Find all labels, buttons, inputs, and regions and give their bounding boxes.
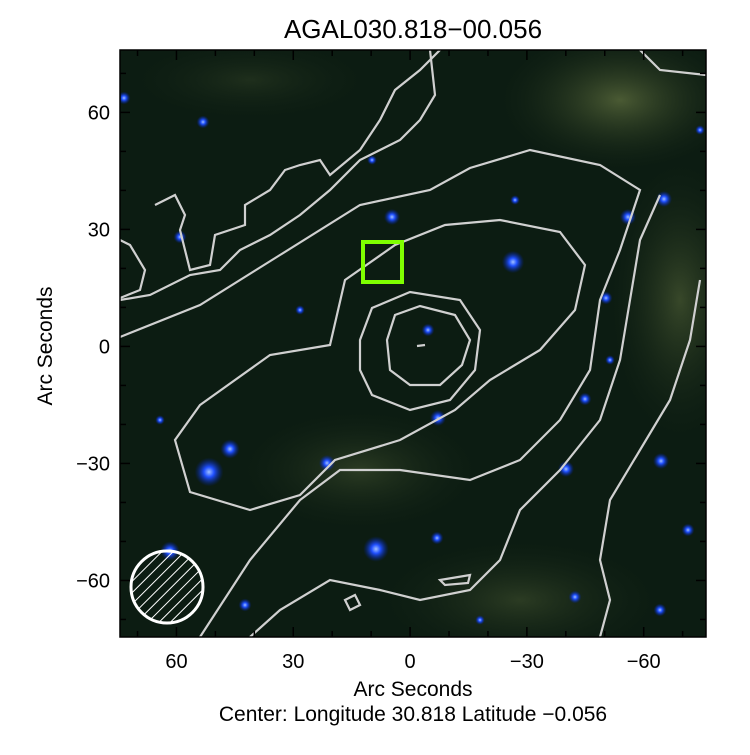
- y-tick-label: −60: [76, 570, 110, 592]
- plot-frame: [119, 49, 707, 638]
- contour-level-5: [416, 343, 426, 348]
- star: [510, 195, 520, 205]
- star: [238, 598, 252, 612]
- x-tick-label: −60: [627, 651, 661, 673]
- star: [155, 415, 165, 425]
- y-tick-label: −30: [76, 453, 110, 475]
- marker-box: [361, 240, 404, 284]
- x-axis-label: Arc Seconds: [353, 678, 472, 701]
- center-coordinates: Center: Longitude 30.818 Latitude −0.056: [219, 703, 607, 726]
- star: [653, 603, 667, 617]
- y-tick-label: 60: [88, 102, 110, 124]
- star: [295, 305, 305, 315]
- contour-level-0c: [639, 50, 706, 77]
- sky-image: [120, 50, 706, 637]
- star: [194, 457, 224, 487]
- star: [578, 392, 592, 406]
- star: [605, 355, 615, 365]
- x-tick-label: 0: [405, 651, 416, 673]
- star: [430, 531, 444, 545]
- chart-title: AGAL030.818−00.056: [284, 14, 542, 44]
- x-tick-label: −30: [510, 651, 544, 673]
- beam-circle: [129, 549, 205, 625]
- contour-level-3: [358, 290, 482, 412]
- star: [558, 461, 574, 477]
- star: [196, 115, 210, 129]
- contour-small: [343, 573, 472, 612]
- star: [653, 453, 669, 469]
- star: [501, 250, 525, 274]
- star: [220, 439, 240, 459]
- x-tick-label: 30: [282, 651, 304, 673]
- contour-level-4: [385, 304, 472, 387]
- contour-level-1c: [598, 279, 702, 637]
- star: [695, 125, 705, 135]
- x-tick-label: 60: [165, 651, 187, 673]
- star: [120, 91, 131, 105]
- contour-level-0b: [120, 50, 441, 300]
- star: [363, 536, 389, 562]
- star: [475, 615, 485, 625]
- y-axis-label: Arc Seconds: [34, 286, 57, 405]
- star: [367, 155, 377, 165]
- star: [568, 590, 582, 604]
- star: [384, 209, 400, 225]
- y-tick-label: 30: [88, 219, 110, 241]
- y-tick-label: 0: [99, 336, 110, 358]
- star: [319, 455, 335, 471]
- contour-level-2: [173, 218, 587, 512]
- contours: [120, 50, 706, 637]
- contour-level-1b: [249, 194, 662, 637]
- star: [681, 523, 695, 537]
- contour-level-1: [120, 148, 642, 637]
- contour-level-0: [120, 50, 437, 302]
- star: [430, 410, 446, 426]
- star: [421, 323, 435, 337]
